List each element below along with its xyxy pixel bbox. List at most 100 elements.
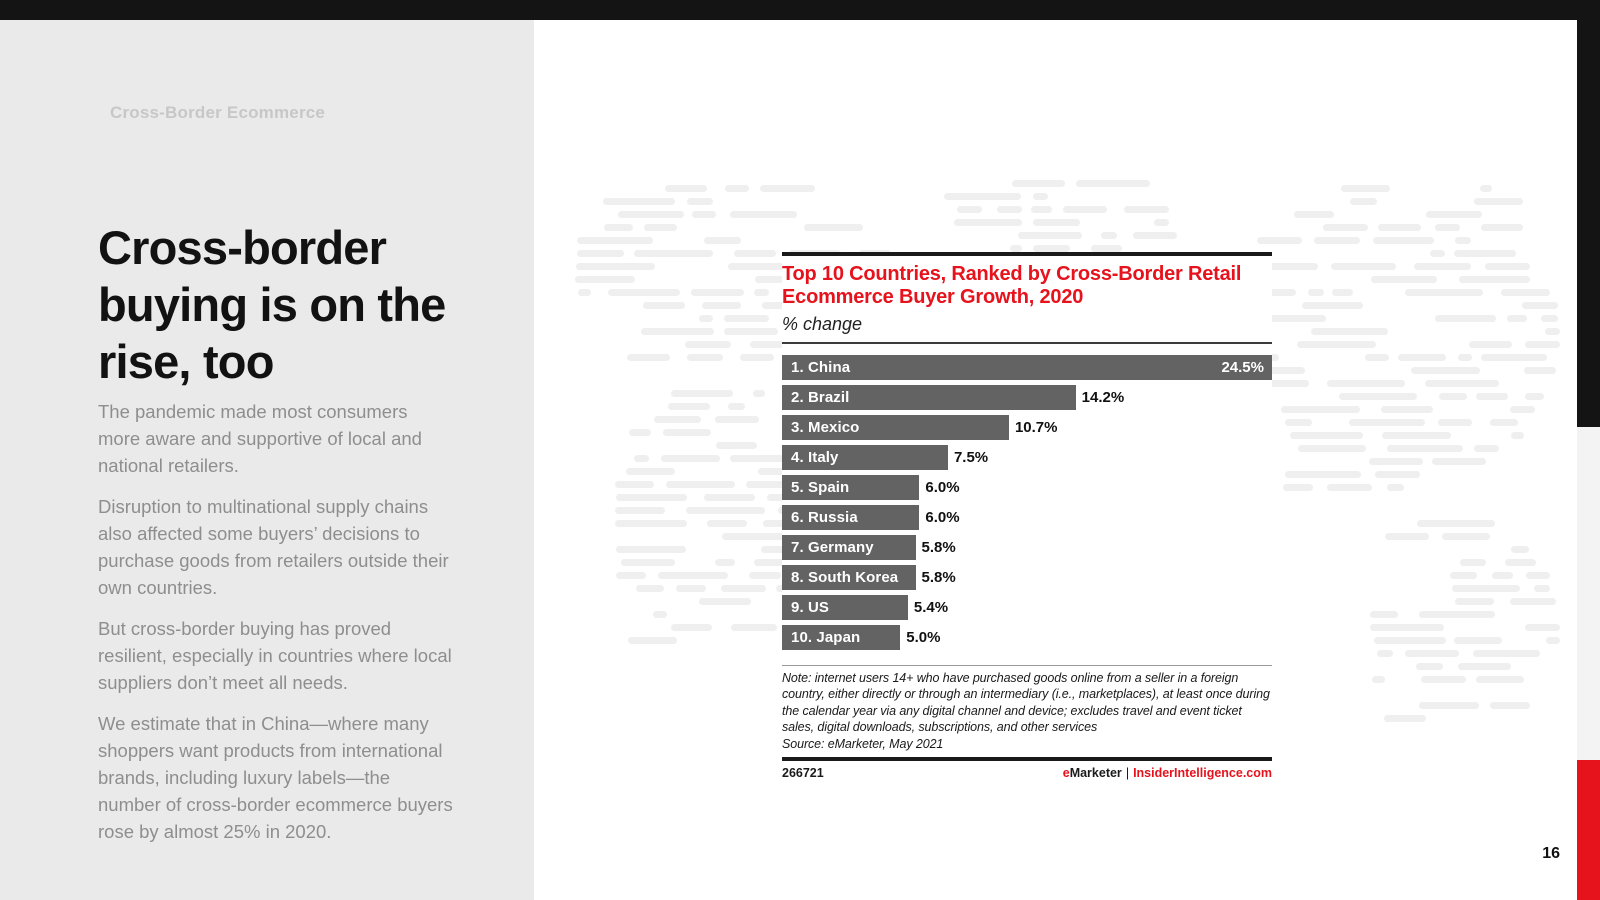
map-dash — [1545, 328, 1560, 335]
map-dash — [734, 250, 776, 257]
brand-emarketer-rest: Marketer — [1069, 765, 1122, 780]
map-dash — [1510, 546, 1530, 553]
map-dash — [1425, 211, 1483, 218]
map-dash — [1062, 206, 1108, 213]
map-dash — [1380, 406, 1434, 413]
bar-value-label: 5.8% — [921, 539, 956, 556]
map-dash — [616, 494, 687, 501]
map-dash — [1480, 185, 1493, 192]
map-dash — [615, 572, 647, 579]
map-dash — [739, 354, 775, 361]
map-dash — [1501, 289, 1551, 296]
body-paragraph: We estimate that in China—where many sho… — [98, 713, 453, 842]
map-dash — [1418, 702, 1480, 709]
map-dash — [1378, 224, 1422, 231]
map-dash — [1371, 676, 1386, 683]
left-panel: Cross-Border Ecommerce Cross-border buyi… — [0, 20, 534, 900]
map-dash — [641, 328, 714, 335]
brand-site-link[interactable]: InsiderIntelligence.com — [1133, 765, 1272, 780]
map-dash — [1540, 315, 1559, 322]
map-dash — [627, 354, 670, 361]
map-dash — [1075, 180, 1151, 187]
map-dash — [1381, 432, 1451, 439]
map-dash — [1480, 354, 1547, 361]
map-dash — [1349, 198, 1378, 205]
map-dash — [1414, 263, 1472, 270]
map-dash — [731, 624, 777, 631]
bar: 10. Japan — [782, 625, 901, 650]
bar-category-label: 5. Spain — [791, 479, 850, 496]
map-dash — [754, 289, 770, 296]
map-dash — [1030, 206, 1052, 213]
map-dash — [1455, 237, 1472, 244]
bar: 2. Brazil — [782, 385, 1076, 410]
map-dash — [1442, 533, 1490, 540]
map-dash — [1468, 341, 1513, 348]
map-dash — [1285, 419, 1313, 426]
bar-row: 3. Mexico 10.7% — [782, 415, 1272, 440]
brand-line: eMarketer | InsiderIntelligence.com — [1063, 766, 1272, 780]
bar: 6. Russia — [782, 505, 920, 530]
bar-value-label: 6.0% — [925, 479, 960, 496]
map-dash — [1017, 232, 1082, 239]
map-dash — [1523, 367, 1556, 374]
map-dash — [1368, 458, 1423, 465]
map-dash — [1285, 471, 1361, 478]
map-dash — [615, 507, 665, 514]
bar-category-label: 7. Germany — [791, 539, 874, 556]
map-dash — [576, 250, 625, 257]
map-dash — [1123, 206, 1169, 213]
map-dash — [660, 455, 721, 462]
map-dash — [727, 263, 788, 270]
map-dash — [704, 237, 741, 244]
map-dash — [1376, 650, 1393, 657]
body-copy: The pandemic made most consumers more aw… — [98, 398, 454, 859]
bar: 9. US — [782, 595, 908, 620]
map-dash — [1332, 289, 1354, 296]
map-dash — [608, 289, 680, 296]
chart-id: 266721 — [782, 765, 824, 780]
map-dash — [996, 206, 1022, 213]
bar-category-label: 1. China — [791, 359, 851, 376]
map-dash — [664, 185, 708, 192]
map-dash — [1511, 432, 1524, 439]
bar: 5. Spain — [782, 475, 920, 500]
map-dash — [1254, 380, 1309, 387]
map-dash — [578, 289, 592, 296]
map-dash — [1421, 676, 1467, 683]
section-eyebrow: Cross-Border Ecommerce — [110, 103, 326, 122]
note-divider-rule — [782, 665, 1272, 666]
map-dash — [671, 390, 733, 397]
map-dash — [633, 455, 650, 462]
map-dash — [1289, 432, 1363, 439]
map-dash — [1416, 520, 1496, 527]
map-dash — [1510, 598, 1557, 605]
bar-value-label: 10.7% — [1014, 419, 1058, 436]
map-dash — [1310, 328, 1389, 335]
bar: 4. Italy — [782, 445, 948, 470]
brand-separator: | — [1125, 765, 1130, 780]
bar-value-label: 24.5% — [1221, 359, 1264, 376]
map-dash — [575, 263, 656, 270]
map-dash — [957, 206, 982, 213]
map-dash — [754, 559, 796, 566]
map-dash — [761, 302, 797, 309]
map-dash — [603, 198, 676, 205]
bar-row: 5. Spain 6.0% — [782, 475, 1272, 500]
body-paragraph: The pandemic made most consumers more aw… — [98, 401, 422, 476]
map-dash — [577, 237, 654, 244]
map-dash — [633, 250, 714, 257]
map-dash — [1435, 224, 1461, 231]
map-dash — [724, 328, 779, 335]
map-dash — [1411, 367, 1480, 374]
map-dash — [1505, 559, 1537, 566]
bar-row: 1. China 24.5% — [782, 355, 1272, 380]
map-dash — [1372, 237, 1434, 244]
map-dash — [1437, 419, 1473, 426]
bar: 3. Mexico — [782, 415, 1009, 440]
brand-emarketer-e: e — [1062, 765, 1070, 780]
bar-category-label: 9. US — [791, 599, 830, 616]
map-dash — [1101, 232, 1117, 239]
chart-bottom-rule — [782, 757, 1272, 761]
bar-chart: 1. China 24.5% 2. Brazil 14.2% 3. Mexico 10.7… — [782, 355, 1272, 650]
